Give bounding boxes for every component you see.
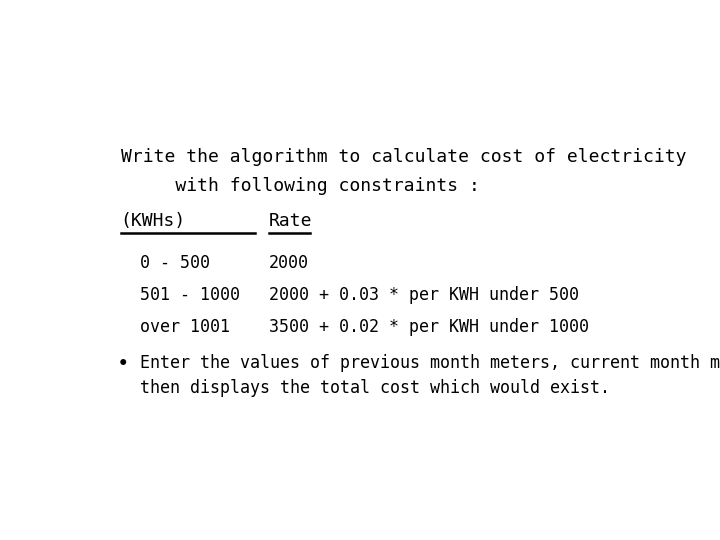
Text: over 1001: over 1001: [140, 319, 230, 336]
Text: (KWHs): (KWHs): [121, 212, 186, 231]
Text: 0 - 500: 0 - 500: [140, 254, 210, 272]
Text: 501 - 1000: 501 - 1000: [140, 286, 240, 304]
Text: with following constraints :: with following constraints :: [121, 177, 480, 195]
Text: Rate: Rate: [269, 212, 312, 231]
Text: •: •: [117, 354, 130, 374]
Text: 2000: 2000: [269, 254, 309, 272]
Text: 3500 + 0.02 * per KWH under 1000: 3500 + 0.02 * per KWH under 1000: [269, 319, 588, 336]
Text: Write the algorithm to calculate cost of electricity: Write the algorithm to calculate cost of…: [121, 148, 686, 166]
Text: then displays the total cost which would exist.: then displays the total cost which would…: [140, 379, 611, 397]
Text: Enter the values of previous month meters, current month meter, and: Enter the values of previous month meter…: [140, 354, 720, 372]
Text: 2000 + 0.03 * per KWH under 500: 2000 + 0.03 * per KWH under 500: [269, 286, 579, 304]
